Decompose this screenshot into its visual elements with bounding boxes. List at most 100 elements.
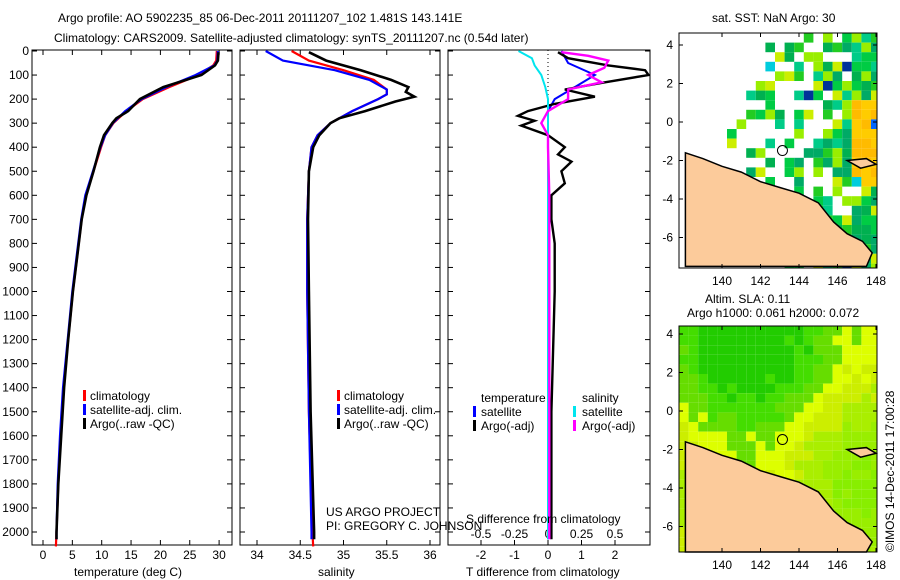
sst-cell xyxy=(813,138,823,149)
sla-cell xyxy=(679,393,689,403)
lat-tick-label: 4 xyxy=(666,38,673,52)
sla-cell xyxy=(823,412,833,422)
series-line-s-argo-adj- xyxy=(539,51,611,540)
x-tick-label: 15 xyxy=(124,548,138,562)
sst-cell xyxy=(871,148,877,158)
sla-cell xyxy=(736,450,747,461)
lat-tick-label: 2 xyxy=(666,366,673,380)
sst-cell xyxy=(794,177,804,187)
sst-cell xyxy=(823,157,833,168)
sla-cell xyxy=(755,354,766,365)
sla-cell xyxy=(803,460,814,470)
sla-cell xyxy=(871,546,877,552)
sla-cell xyxy=(871,537,877,547)
sla-cell xyxy=(813,441,823,451)
y-tick-label: 1900 xyxy=(2,501,29,515)
sst-cell xyxy=(746,148,756,158)
sla-cell xyxy=(861,460,871,470)
sla-cell xyxy=(861,422,871,432)
sst-cell xyxy=(832,90,843,101)
sla-cell xyxy=(755,326,766,336)
sla-cell xyxy=(871,508,877,518)
sla-cell xyxy=(717,441,727,451)
sla-cell xyxy=(727,345,737,355)
sst-cell xyxy=(871,100,877,110)
sla-cell xyxy=(765,450,775,461)
sla-cell xyxy=(736,326,747,336)
sst-cell xyxy=(871,253,877,264)
sla-cell xyxy=(832,402,843,413)
sst-cell xyxy=(871,129,877,139)
sla-cell xyxy=(775,364,785,374)
salinity-xlabel: salinity xyxy=(318,565,355,579)
sla-cell xyxy=(784,383,795,394)
sla-cell xyxy=(842,374,852,384)
sst-cell xyxy=(832,81,843,91)
lon-tick-label: 146 xyxy=(827,274,847,288)
sla-cell xyxy=(823,470,833,480)
sla-cell xyxy=(861,335,871,346)
y-tick-label: 2000 xyxy=(2,525,29,539)
sla-cell xyxy=(707,412,718,422)
sla-cell xyxy=(679,335,689,346)
lon-tick-label: 142 xyxy=(750,274,770,288)
sla-cell xyxy=(803,402,814,413)
sla-cell xyxy=(784,441,795,451)
sst-cell xyxy=(746,167,756,177)
sst-cell xyxy=(871,167,877,177)
sla-cell xyxy=(736,383,747,394)
sla-cell xyxy=(736,412,747,422)
sla-cell xyxy=(861,479,871,490)
sst-cell xyxy=(813,167,823,177)
sla-cell xyxy=(775,335,785,346)
sst-cell xyxy=(832,100,843,110)
title-line-1: Argo profile: AO 5902235_85 06-Dec-2011 … xyxy=(58,11,462,25)
sla-cell xyxy=(813,364,823,374)
sst-cell xyxy=(842,61,852,72)
sla-cell xyxy=(775,383,785,394)
sla-cell xyxy=(842,441,852,451)
x-tick-label: 0 xyxy=(545,548,552,562)
sla-cell xyxy=(823,374,833,384)
sst-cell xyxy=(861,234,871,245)
salinity-legend: climatology satellite-adj. clim. Argo(..… xyxy=(337,389,436,431)
sla-cell xyxy=(832,450,843,461)
sla-cell xyxy=(688,383,699,394)
sst-cell xyxy=(861,100,871,110)
sst-cell xyxy=(813,186,823,197)
sla-cell xyxy=(765,335,775,346)
sla-cell xyxy=(775,402,785,413)
sla-cell xyxy=(707,402,718,413)
map-frame xyxy=(678,325,878,553)
sla-cell xyxy=(832,441,843,451)
sla-cell xyxy=(765,326,775,336)
sla-cell xyxy=(688,393,699,403)
sst-cell xyxy=(803,52,814,62)
sla-cell xyxy=(794,460,804,470)
sla-cell xyxy=(842,326,852,336)
sla-cell xyxy=(842,393,852,403)
sst-cell xyxy=(861,215,871,225)
sla-cell xyxy=(861,508,871,518)
sla-cell xyxy=(794,374,804,384)
land-new-britain xyxy=(844,446,878,459)
sla-cell xyxy=(755,431,766,442)
sla-cell xyxy=(842,422,852,432)
sla-cell xyxy=(707,393,718,403)
sla-cell xyxy=(727,441,737,451)
sla-cell xyxy=(784,422,795,432)
sla-cell xyxy=(823,354,833,365)
sla-cell xyxy=(727,431,737,442)
sla-cell xyxy=(851,364,862,374)
sla-cell xyxy=(784,326,795,336)
sst-cell xyxy=(784,52,795,62)
sla-cell xyxy=(746,326,756,336)
sst-cell xyxy=(842,196,852,206)
sst-cell xyxy=(755,148,766,158)
sst-cell xyxy=(861,225,871,235)
sla-cell xyxy=(688,431,699,442)
sla-cell xyxy=(717,402,727,413)
sla-cell xyxy=(871,374,877,384)
sla-cell xyxy=(803,450,814,461)
sla-cell xyxy=(727,383,737,394)
